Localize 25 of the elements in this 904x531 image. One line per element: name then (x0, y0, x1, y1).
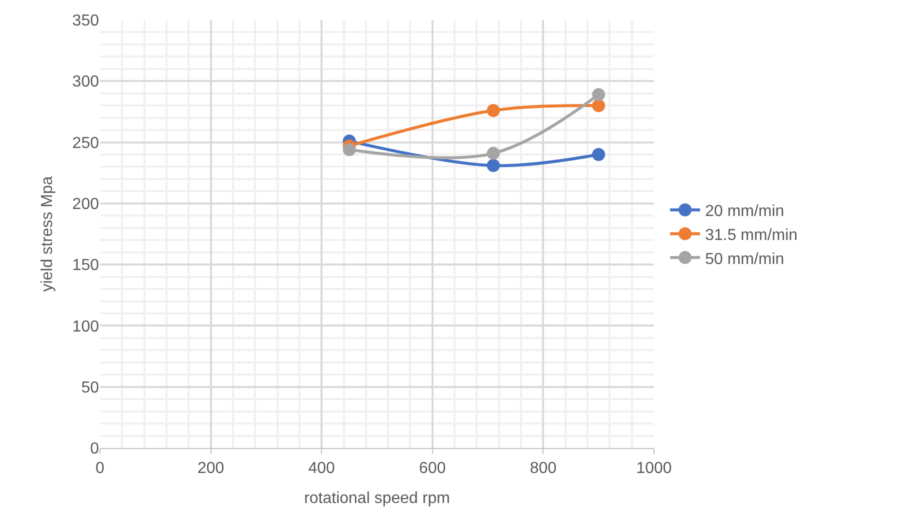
point (592, 99, 606, 112)
point (486, 146, 500, 160)
legend-label: 50 mm/min (705, 250, 784, 268)
x-tick-label: 600 (419, 460, 446, 478)
y-tick-label: 100 (72, 318, 100, 336)
point (342, 143, 356, 156)
y-tick-label: 300 (72, 74, 100, 91)
x-axis-title: rotational speed rpm (304, 490, 450, 507)
point (592, 88, 606, 102)
y-tick-label: 250 (72, 134, 100, 152)
y-tick-label: 200 (72, 196, 100, 214)
point (486, 104, 500, 117)
y-tick-label: 50 (81, 379, 100, 396)
y-axis-title: yield stress Mpa (39, 176, 56, 292)
x-tick-label: 1000 (636, 460, 672, 478)
y-tick-label: 350 (72, 12, 100, 30)
legend-label: 20 mm/min (705, 203, 784, 220)
x-tick-label: 200 (197, 460, 224, 478)
point (486, 159, 500, 172)
y-tick-label: 150 (72, 257, 100, 274)
y-tick-label: 0 (90, 440, 100, 458)
x-tick-label: 800 (530, 460, 557, 478)
x-tick-label: 400 (308, 460, 336, 478)
point (592, 148, 606, 162)
legend-label: 31.5 mm/min (705, 226, 798, 244)
